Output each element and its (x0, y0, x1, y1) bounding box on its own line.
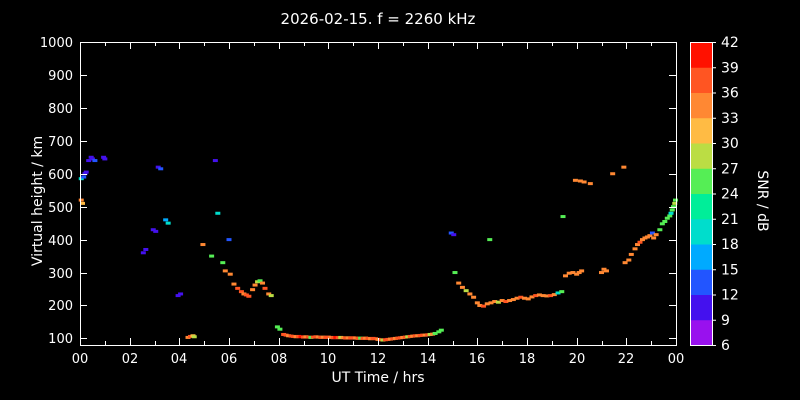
svg-text:06: 06 (221, 352, 238, 367)
svg-text:21: 21 (721, 212, 739, 228)
svg-text:6: 6 (721, 338, 730, 354)
x-axis-ticks (80, 42, 677, 345)
x-axis-tick-labels: 00 02 04 06 08 10 12 14 16 18 20 22 00 (72, 352, 685, 367)
svg-text:500: 500 (48, 201, 73, 216)
svg-text:100: 100 (48, 332, 73, 347)
chart-title: 2026-02-15. f = 2260 kHz (280, 10, 476, 28)
svg-text:15: 15 (721, 262, 739, 278)
svg-text:700: 700 (48, 135, 73, 150)
x-axis-label: UT Time / hrs (331, 370, 425, 386)
svg-text:00: 00 (72, 352, 89, 367)
svg-text:18: 18 (519, 352, 536, 367)
svg-text:22: 22 (618, 352, 635, 367)
y-axis-ticks (80, 42, 676, 339)
svg-text:04: 04 (171, 352, 188, 367)
svg-text:33: 33 (721, 111, 739, 127)
y-axis-tick-labels: 100 200 300 400 500 600 700 800 900 1000 (40, 36, 73, 347)
svg-text:12: 12 (721, 288, 739, 304)
data-points (78, 155, 679, 342)
colorbar (690, 42, 716, 346)
svg-text:00: 00 (668, 352, 685, 367)
svg-text:08: 08 (271, 352, 288, 367)
colorbar-tick-labels: 6 9 12 15 18 21 24 27 30 33 36 39 42 (721, 35, 739, 354)
svg-text:02: 02 (122, 352, 139, 367)
plot-frame (80, 42, 677, 346)
svg-text:200: 200 (48, 299, 73, 314)
svg-text:12: 12 (370, 352, 387, 367)
svg-text:600: 600 (48, 168, 73, 183)
svg-text:16: 16 (469, 352, 486, 367)
svg-text:27: 27 (721, 161, 739, 177)
svg-text:10: 10 (320, 352, 337, 367)
svg-text:9: 9 (721, 313, 730, 329)
svg-text:300: 300 (48, 267, 73, 282)
svg-text:30: 30 (721, 136, 739, 152)
svg-text:900: 900 (48, 69, 73, 84)
svg-text:39: 39 (721, 60, 739, 76)
svg-text:14: 14 (420, 352, 437, 367)
svg-text:36: 36 (721, 86, 739, 102)
svg-text:42: 42 (721, 35, 739, 51)
svg-text:800: 800 (48, 102, 73, 117)
svg-text:1000: 1000 (40, 36, 73, 51)
svg-text:20: 20 (569, 352, 586, 367)
svg-text:24: 24 (721, 187, 739, 203)
svg-text:18: 18 (721, 237, 739, 253)
svg-text:400: 400 (48, 234, 73, 249)
